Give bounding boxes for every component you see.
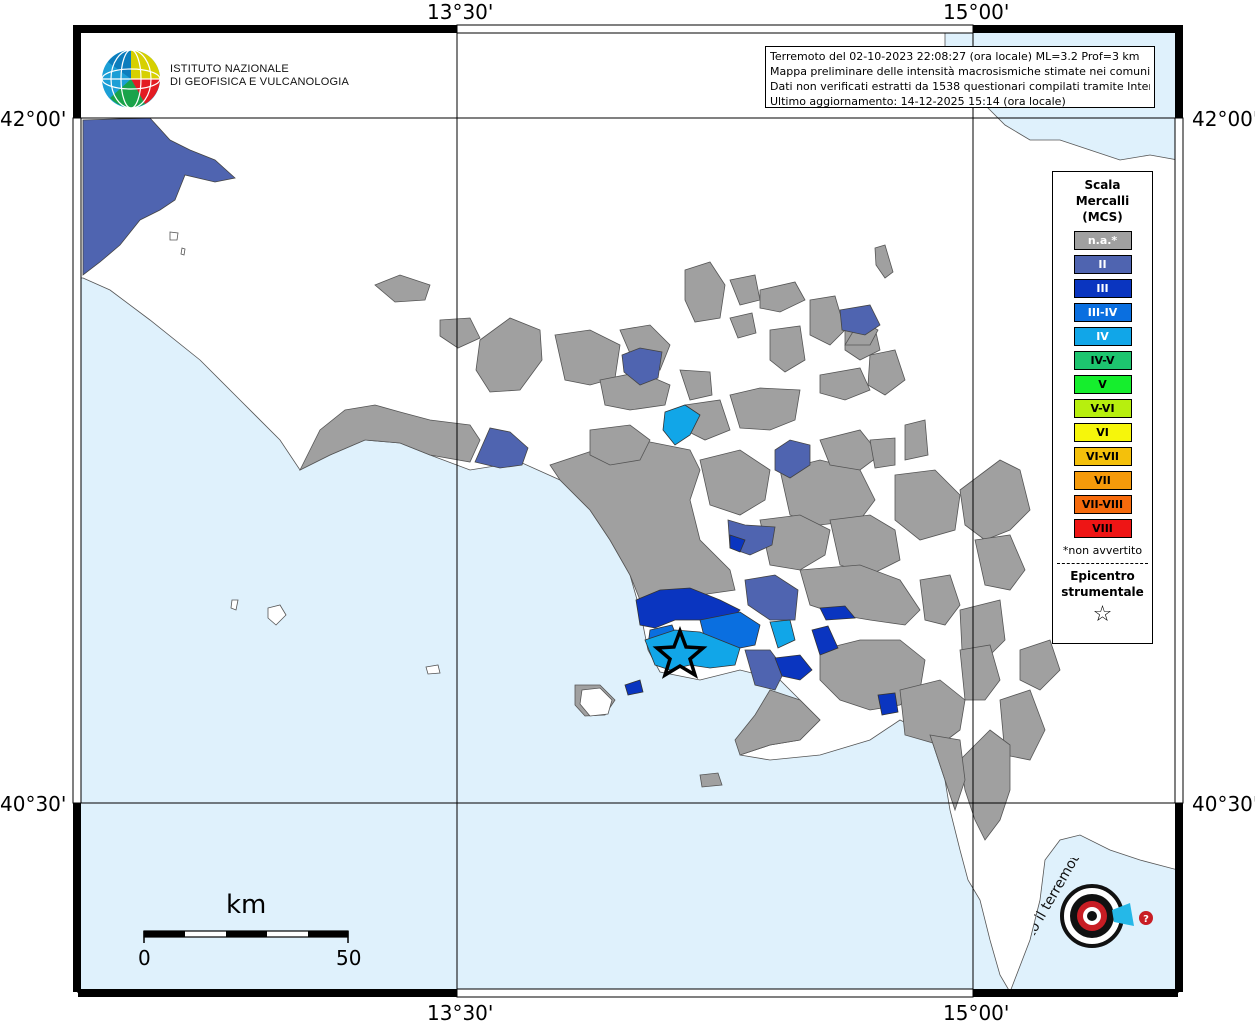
legend-swatch-iii-iv: III-IV [1073, 303, 1132, 322]
info-line-data-source: Dati non verificati estratti da 1538 que… [770, 80, 1150, 93]
ingv-name: ISTITUTO NAZIONALE DI GEOFISICA E VULCAN… [170, 63, 349, 89]
mcs-legend: Scala Mercalli (MCS) n.a.* II III III-IV IV I… [1052, 171, 1153, 644]
legend-swatch-v-vi: V-VI [1073, 399, 1132, 418]
coordinate-grid [78, 30, 1178, 992]
info-line-update: Ultimo aggiornamento: 14-12-2025 15:14 (… [770, 95, 1066, 108]
legend-swatch-vii: VII [1073, 471, 1132, 490]
earthquake-info-box: Terremoto del 02-10-2023 22:08:27 (ora l… [765, 46, 1155, 108]
legend-title-line3: (MCS) [1082, 210, 1123, 224]
scale-max: 50 [336, 946, 362, 970]
svg-text:?: ? [1143, 914, 1149, 925]
legend-swatch-n-a: n.a.* [1073, 231, 1132, 250]
legend-swatch-iv: IV [1073, 327, 1132, 346]
coord-left-bottom: 40°30' [0, 792, 67, 816]
islands [169, 231, 613, 717]
coord-right-bottom: 40°30' [1192, 792, 1255, 816]
coord-left-top: 42°00' [0, 107, 67, 131]
legend-swatch-ii: II [1073, 255, 1132, 274]
legend-swatch-vii-viii: VII-VIII [1073, 495, 1132, 514]
map-frame [72, 24, 1184, 998]
haisentitoilterremoto-logo: ? hai sentito il terremoto.it www. [1034, 858, 1153, 978]
legend-swatch-viii: VIII [1073, 519, 1132, 538]
legend-epicenter-line1: Epicentro [1070, 569, 1135, 583]
info-line-event: Terremoto del 02-10-2023 22:08:27 (ora l… [770, 50, 1140, 63]
scale-unit: km [226, 890, 267, 920]
legend-title: Scala Mercalli (MCS) [1053, 177, 1152, 225]
legend-swatch-iii: III [1073, 279, 1132, 298]
legend-items: n.a.* II III III-IV IV IV-V V V-VI VI VI-VII VII VI… [1053, 231, 1152, 538]
legend-swatch-iv-v: IV-V [1073, 351, 1132, 370]
legend-title-line1: Scala [1084, 178, 1121, 192]
legend-swatch-vi-vii: VI-VII [1073, 447, 1132, 466]
coord-bottom-right: 15°00' [943, 1001, 1010, 1025]
legend-swatch-vi: VI [1073, 423, 1132, 442]
scale-min: 0 [138, 946, 151, 970]
info-line-description: Mappa preliminare delle intensità macros… [770, 65, 1150, 78]
ingv-globe-logo [101, 49, 161, 109]
ingv-name-line2: DI GEOFISICA E VULCANOLOGIA [170, 76, 349, 88]
legend-note: *non avvertito [1062, 544, 1143, 557]
coord-bottom-left: 13°30' [427, 1001, 494, 1025]
legend-swatch-v: V [1073, 375, 1132, 394]
coord-top-left: 13°30' [427, 0, 494, 24]
coord-top-right: 15°00' [943, 0, 1010, 24]
legend-separator [1057, 563, 1148, 564]
coord-right-top: 42°00' [1192, 107, 1255, 131]
legend-star-icon: ☆ [1092, 602, 1113, 627]
ingv-name-line1: ISTITUTO NAZIONALE [170, 63, 289, 75]
legend-epicenter-label: Epicentro strumentale [1053, 568, 1152, 600]
legend-title-line2: Mercalli [1075, 194, 1130, 208]
epicenter-star [652, 626, 708, 679]
legend-epicenter-line2: strumentale [1061, 585, 1144, 599]
